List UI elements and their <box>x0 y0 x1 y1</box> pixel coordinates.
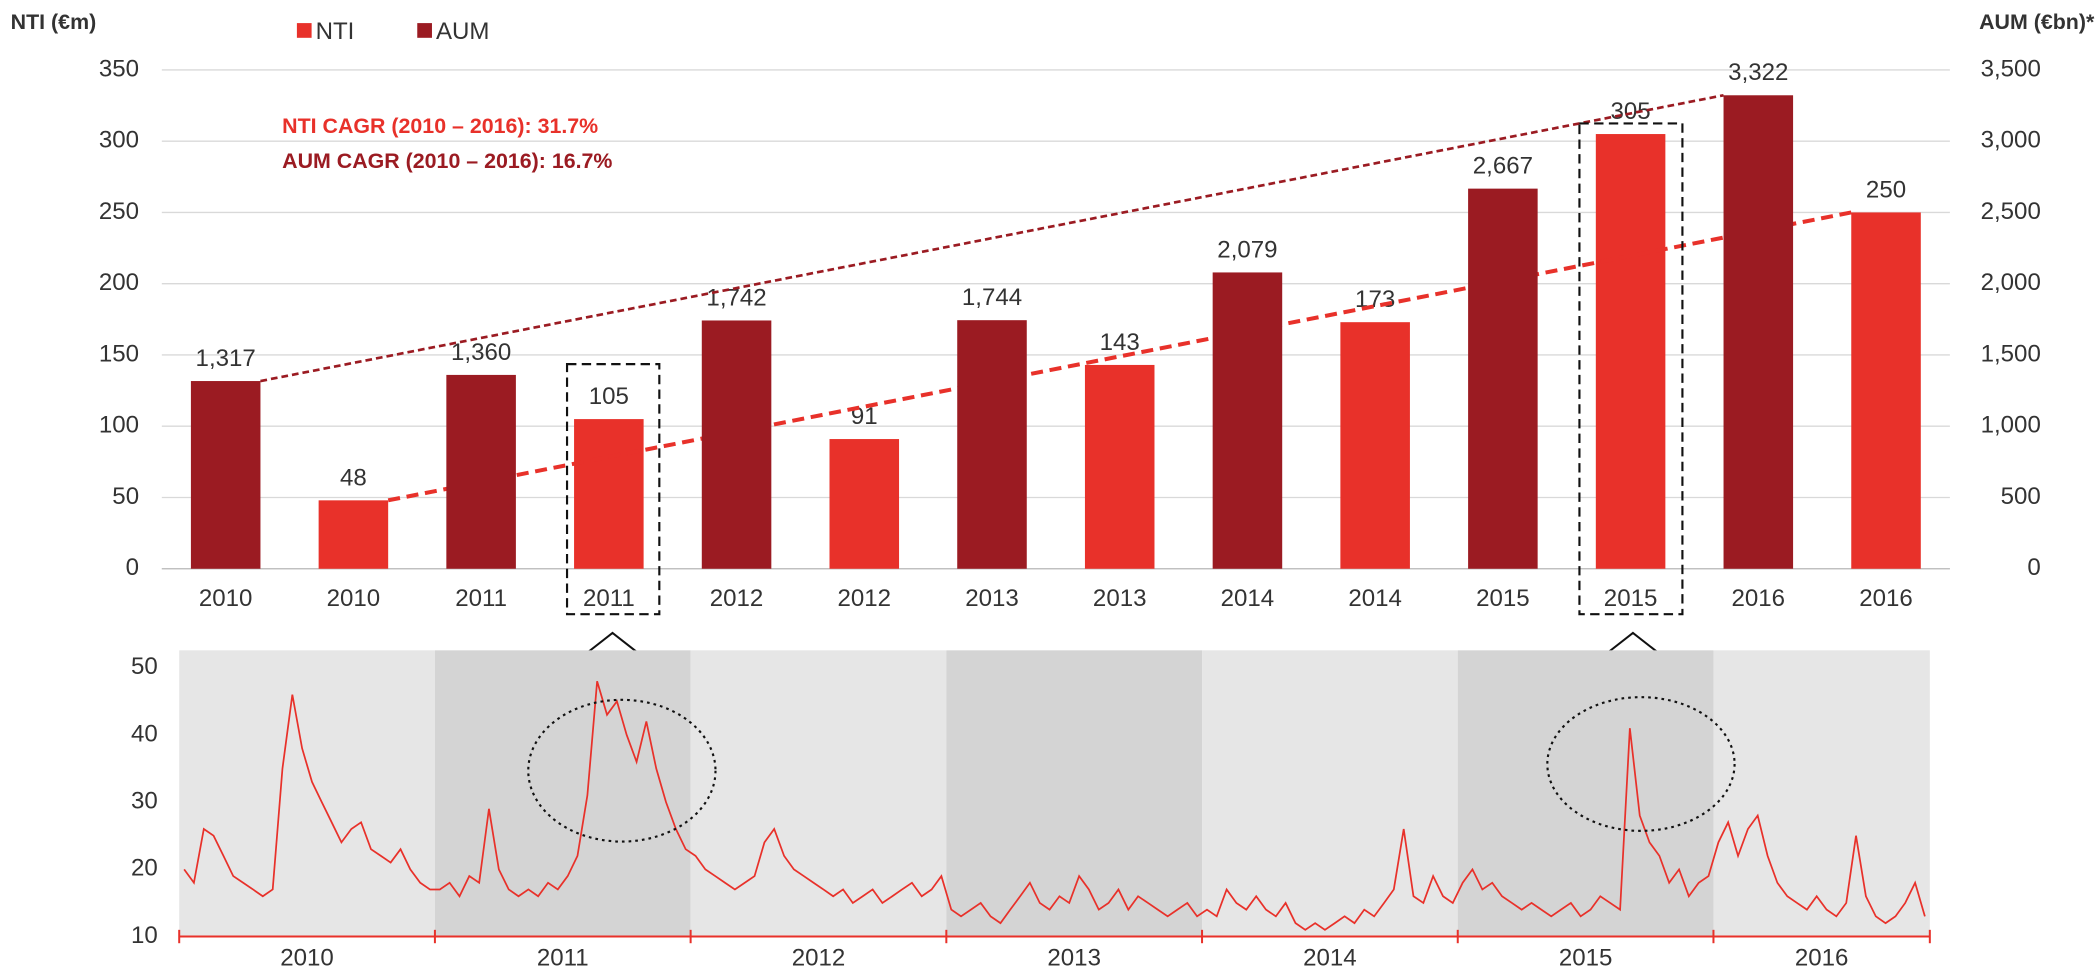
x-tick-label: 2012 <box>838 585 892 612</box>
y-tick-label: 40 <box>131 720 158 747</box>
data-label: 3,322 <box>1728 59 1788 86</box>
data-label: 173 <box>1355 286 1395 313</box>
line-series <box>183 680 1926 931</box>
highlight-ellipse <box>1546 696 1736 832</box>
bar <box>701 320 772 569</box>
trend-line <box>387 210 1852 503</box>
year-band <box>690 650 947 937</box>
legend-label: AUM <box>436 18 489 45</box>
x-tick-label: 2015 <box>1604 585 1658 612</box>
x-tick-label: 2010 <box>327 585 381 612</box>
legend-swatch <box>417 23 432 38</box>
annotation: AUM CAGR (2010 – 2016): 16.7% <box>282 149 612 173</box>
y2-tick-label: 1,500 <box>1981 340 2041 367</box>
bar <box>190 381 261 569</box>
x-tick-label: 2013 <box>1093 585 1147 612</box>
year-band <box>179 650 435 937</box>
legend-label: NTI <box>316 18 355 45</box>
highlight-boxes <box>565 122 1684 616</box>
x-tick-label: 2014 <box>1303 945 1357 972</box>
y2-tick-label: 2,500 <box>1981 198 2041 225</box>
x-tick-label: 2012 <box>792 945 846 972</box>
y-tick-label: 250 <box>99 198 139 225</box>
y2-tick-label: 3,000 <box>1981 127 2041 154</box>
year-band <box>1713 650 1930 937</box>
data-label: 1,360 <box>451 339 511 366</box>
bar <box>1084 364 1155 569</box>
x-tick-label: 2016 <box>1859 585 1913 612</box>
x-tick-label: 2013 <box>965 585 1019 612</box>
y-tick-label: 150 <box>99 340 139 367</box>
bar <box>957 320 1027 569</box>
data-label: 250 <box>1866 176 1906 203</box>
year-band <box>946 650 1203 937</box>
y2-tick-label: 0 <box>2027 554 2040 581</box>
highlight-box <box>1578 122 1684 616</box>
x-tick-label: 2010 <box>199 585 253 612</box>
data-label: 2,667 <box>1473 153 1533 180</box>
y2-tick-label: 500 <box>2001 483 2041 510</box>
x-tick-label: 2016 <box>1795 945 1849 972</box>
bar <box>574 419 644 569</box>
year-band <box>1202 650 1458 937</box>
x-tick-label: 2013 <box>1047 945 1101 972</box>
y-tick-label: 10 <box>131 922 158 949</box>
bar <box>1468 188 1538 569</box>
bar <box>1340 322 1410 569</box>
bar <box>446 374 516 569</box>
y-axis-label: NTI (€m) <box>11 10 96 34</box>
x-tick-label: 2015 <box>1476 585 1530 612</box>
year-band <box>1457 650 1714 937</box>
y-tick-label: 50 <box>112 483 139 510</box>
data-label: 1,744 <box>962 284 1022 311</box>
data-label: 305 <box>1611 98 1651 125</box>
year-band <box>434 650 691 937</box>
y-tick-label: 100 <box>99 412 139 439</box>
data-label: 48 <box>340 464 367 491</box>
bar <box>1595 134 1666 569</box>
x-tick-label: 2011 <box>583 585 635 612</box>
x-tick-label: 2014 <box>1348 585 1402 612</box>
y-tick-label: 30 <box>131 787 158 814</box>
y-tick-label: 0 <box>126 554 139 581</box>
bar <box>829 439 900 569</box>
x-tick-label: 2012 <box>710 585 764 612</box>
y2-tick-label: 2,000 <box>1981 269 2041 296</box>
bar <box>1723 95 1794 569</box>
highlight-box <box>565 363 661 616</box>
x-tick-label: 2011 <box>455 585 507 612</box>
y2-tick-label: 3,500 <box>1981 55 2041 82</box>
y-tick-label: 200 <box>99 269 139 296</box>
x-tick-label: 2014 <box>1221 585 1275 612</box>
bar <box>1212 272 1283 569</box>
y2-tick-label: 1,000 <box>1981 412 2041 439</box>
trend-line <box>260 93 1724 383</box>
bar <box>1851 212 1921 569</box>
annotation: NTI CAGR (2010 – 2016): 31.7% <box>282 114 598 138</box>
x-tick-label: 2011 <box>537 945 589 972</box>
data-label: 143 <box>1100 329 1140 356</box>
y-tick-label: 350 <box>99 55 139 82</box>
y-tick-label: 300 <box>99 127 139 154</box>
x-tick-label: 2015 <box>1559 945 1613 972</box>
x-tick-label: 2016 <box>1732 585 1786 612</box>
y-tick-label: 20 <box>131 855 158 882</box>
legend-swatch <box>296 23 312 38</box>
bar <box>318 500 389 569</box>
data-label: 2,079 <box>1217 236 1277 263</box>
data-label: 1,317 <box>196 345 256 372</box>
x-tick-label: 2010 <box>280 945 334 972</box>
y-tick-label: 50 <box>131 653 158 680</box>
y2-axis-label: AUM (€bn)* <box>1979 10 2095 34</box>
highlight-ellipse <box>527 698 717 843</box>
data-label: 105 <box>589 383 629 410</box>
